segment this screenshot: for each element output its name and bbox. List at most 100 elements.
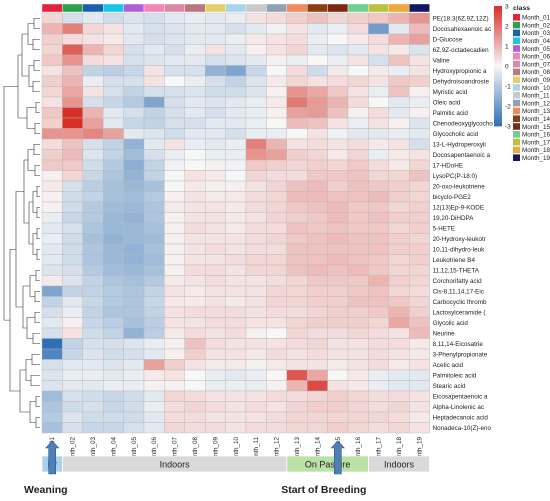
class-legend-label: Month_11: [522, 93, 550, 100]
heatmap-cell: [286, 233, 308, 245]
heatmap-cell: [368, 86, 389, 98]
heatmap-cell: [307, 422, 328, 434]
heatmap-cell: [164, 201, 185, 213]
heatmap-cell: [123, 285, 145, 297]
heatmap-cell: [164, 23, 185, 35]
heatmap-cell: [409, 86, 430, 98]
color-scale-tick: -3: [505, 124, 511, 131]
heatmap-cell: [286, 285, 308, 297]
heatmap-cell: [368, 327, 389, 339]
color-scale-step: [494, 64, 502, 67]
heatmap-cell: [245, 96, 267, 108]
heatmap-cell: [123, 243, 145, 255]
heatmap-cell: [225, 201, 247, 213]
heatmap-cell: [82, 86, 104, 98]
color-scale-step: [494, 54, 502, 57]
heatmap-cell: [409, 180, 430, 192]
heatmap-cell: [164, 338, 185, 350]
heatmap-cell: [204, 222, 226, 234]
heatmap-cell: [62, 65, 84, 77]
heatmap-cell: [62, 128, 84, 140]
heatmap-cell: [204, 254, 226, 266]
heatmap-cell: [409, 65, 430, 77]
heatmap-cell: [266, 222, 287, 234]
heatmap-cell: [307, 180, 328, 192]
heatmap-cell: [368, 138, 389, 150]
heatmap-cell: [388, 422, 410, 434]
heatmap-cell: [225, 138, 247, 150]
heatmap-cell: [123, 369, 145, 381]
heatmap-cell: [184, 107, 206, 119]
heatmap-cell: [307, 233, 328, 245]
heatmap-cell: [184, 243, 206, 255]
heatmap-cell: [388, 65, 410, 77]
color-scale-step: [494, 34, 502, 37]
heatmap-cell: [347, 201, 369, 213]
heatmap-cell: [266, 44, 287, 56]
heatmap-cell: [245, 306, 267, 318]
heatmap-cell: [327, 75, 349, 87]
heatmap-cell: [123, 233, 145, 245]
heatmap-cell: [368, 275, 389, 287]
heatmap-cell: [82, 44, 104, 56]
heatmap-cell: [266, 327, 287, 339]
heatmap-cell: [143, 422, 165, 434]
dendrogram-branch: [32, 332, 40, 345]
heatmap-cell: [123, 107, 145, 119]
heatmap-cell: [62, 75, 84, 87]
heatmap-cell: [388, 149, 410, 161]
heatmap-cell: [204, 327, 226, 339]
heatmap-cell: [347, 338, 369, 350]
dendrogram-branch: [35, 416, 40, 429]
heatmap-cell: [41, 86, 63, 98]
heatmap-cell: [245, 212, 267, 224]
heatmap-cell: [41, 296, 63, 308]
heatmap-cell: [62, 180, 84, 192]
heatmap-cell: [327, 243, 349, 255]
heatmap-cell: [204, 233, 226, 245]
heatmap-cell: [143, 138, 165, 150]
heatmap-cell: [62, 54, 84, 66]
heatmap-cell: [225, 86, 247, 98]
heatmap-cell: [307, 86, 328, 98]
heatmap-cell: [347, 285, 369, 297]
heatmap-cell: [307, 212, 328, 224]
class-legend-swatch: [513, 146, 520, 154]
heatmap-cell: [409, 296, 430, 308]
color-scale-step: [494, 40, 502, 43]
row-label: 13-L-Hydroperoxyli: [433, 142, 486, 149]
heatmap-cell: [41, 75, 63, 87]
color-scale-step: [494, 72, 502, 75]
heatmap-cell: [347, 296, 369, 308]
heatmap-cell: [388, 96, 410, 108]
heatmap-cell: [327, 128, 349, 140]
heatmap-cell: [41, 348, 63, 360]
heatmap-cell: [184, 75, 206, 87]
heatmap-cell: [409, 96, 430, 108]
heatmap-cell: [368, 222, 389, 234]
dendrogram-branch: [36, 206, 40, 219]
heatmap-cell: [102, 243, 124, 255]
heatmap-cell: [143, 12, 165, 24]
color-scale-step: [494, 46, 502, 49]
heatmap-cell: [286, 390, 308, 402]
heatmap-cell: [143, 380, 165, 392]
heatmap-cell: [225, 317, 247, 329]
heatmap-cell: [286, 149, 308, 161]
heatmap-cell: [123, 411, 145, 423]
dendrogram-branch: [26, 107, 36, 129]
color-scale-step: [494, 122, 502, 125]
heatmap-cell: [245, 348, 267, 360]
heatmap-cell: [143, 44, 165, 56]
row-label: 12(13)Ep-9-KODE: [433, 205, 484, 212]
column-label: Month_07: [172, 437, 179, 466]
heatmap-cell: [41, 390, 63, 402]
row-label: LysoPC(P-18:0): [433, 173, 478, 180]
heatmap-cell: [225, 33, 247, 45]
dendrogram-branch: [35, 101, 40, 114]
heatmap-cell: [347, 222, 369, 234]
heatmap-cell: [368, 65, 389, 77]
heatmap-cell: [184, 44, 206, 56]
class-legend-swatch: [513, 14, 520, 21]
heatmap-cell: [102, 149, 124, 161]
